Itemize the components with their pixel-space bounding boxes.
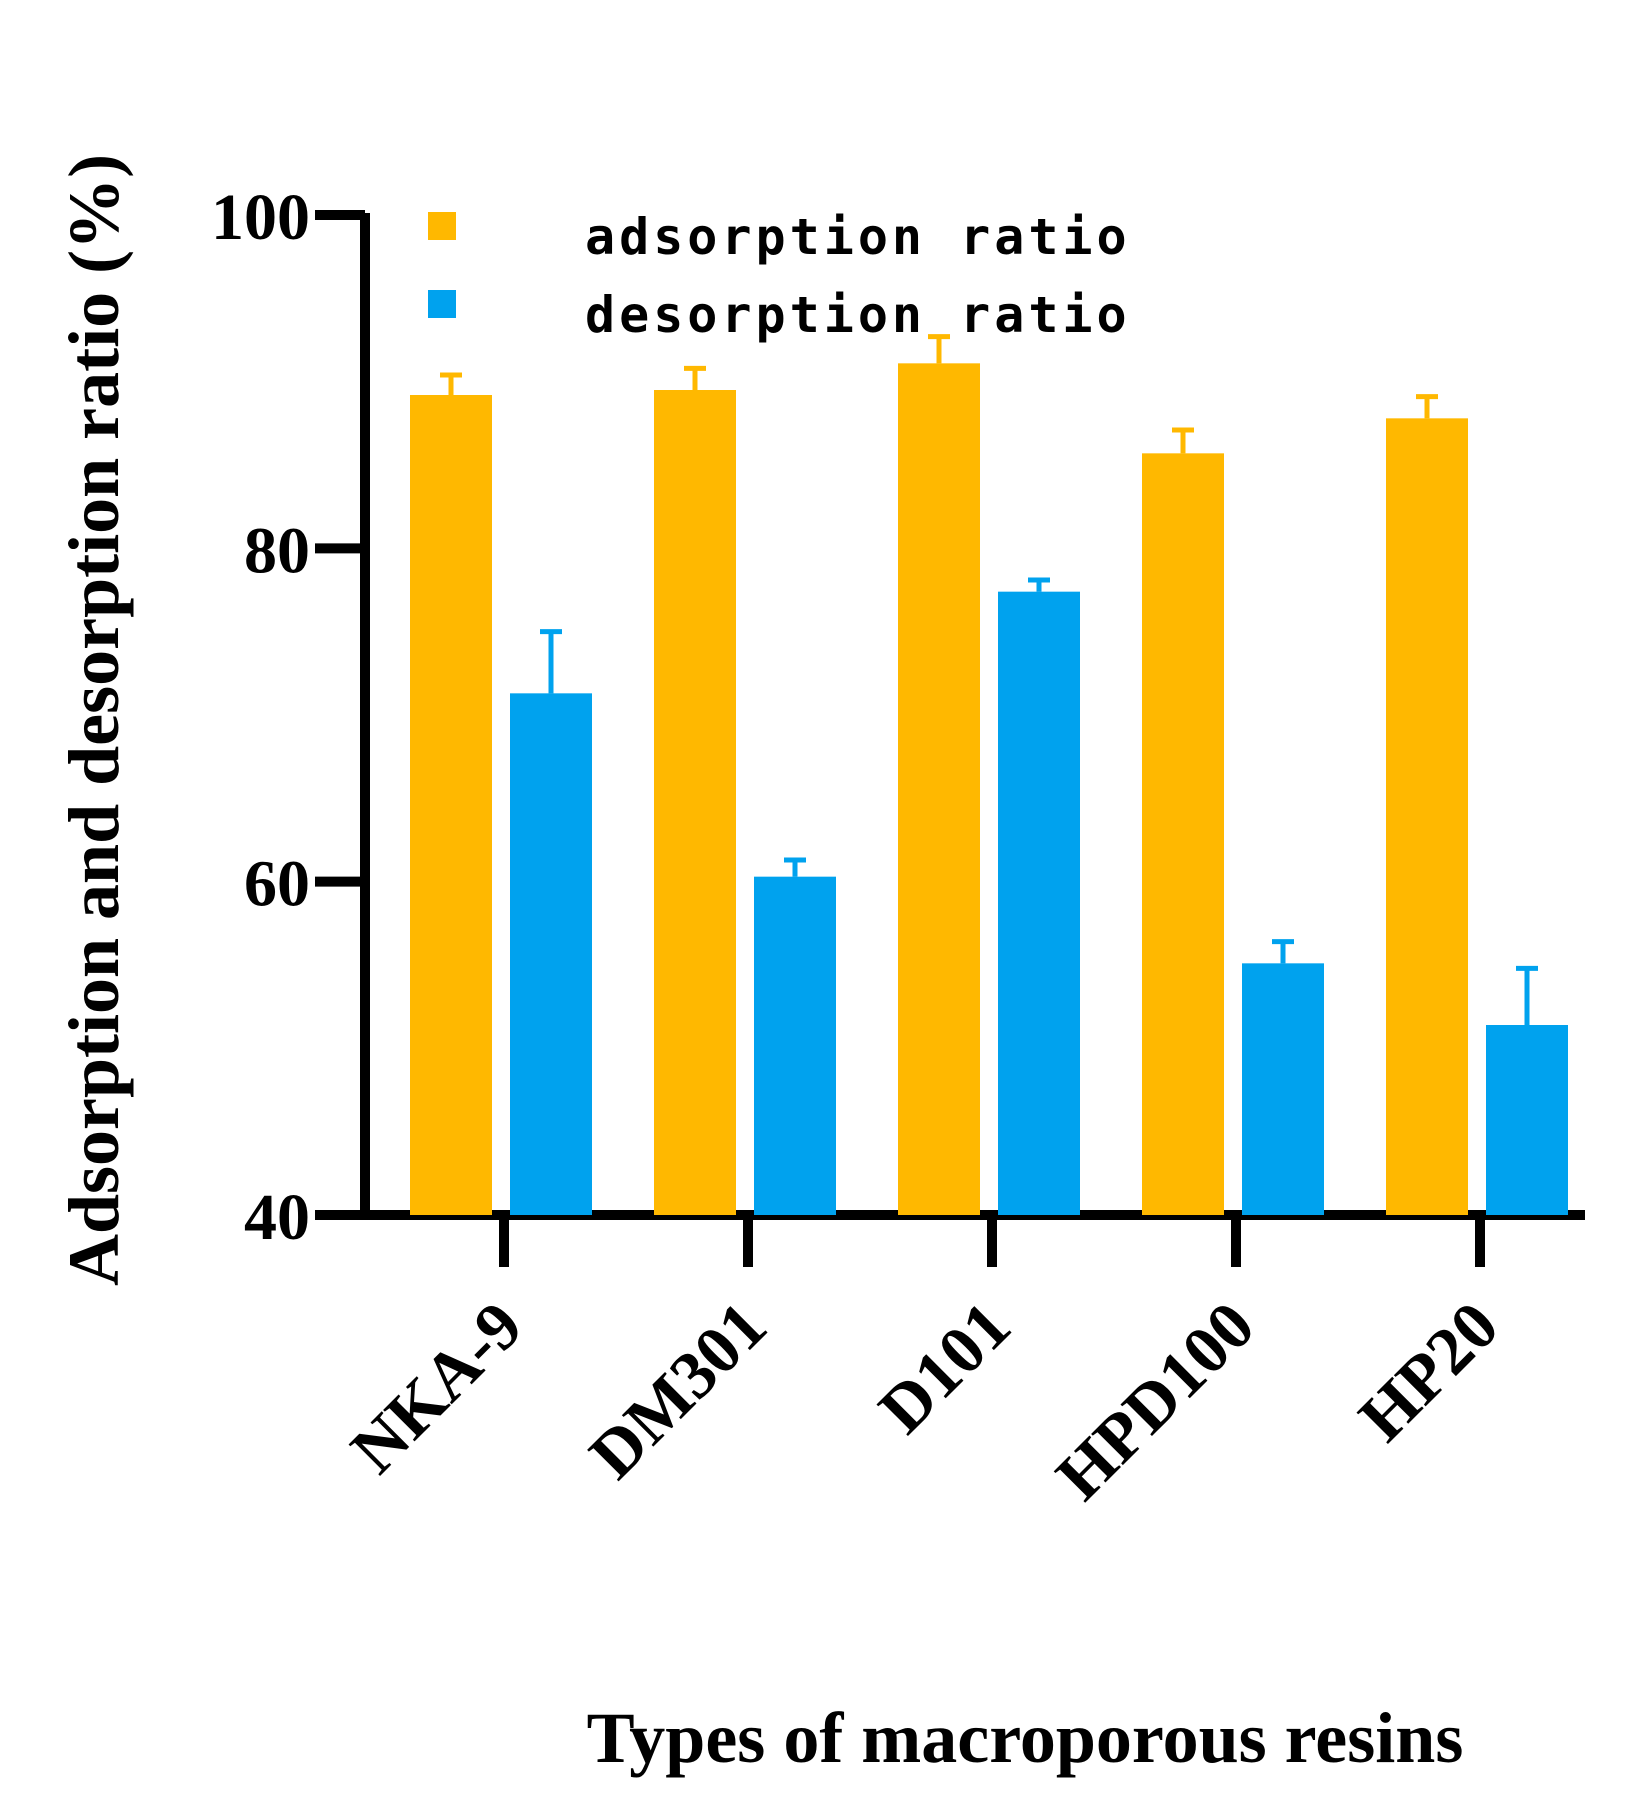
x-tick-label-d101: D101 (864, 1287, 1025, 1448)
bars (410, 363, 1568, 1215)
bar-desorption-hp20 (1486, 1025, 1568, 1215)
x-tick-label-hpd100: HPD100 (1041, 1287, 1268, 1514)
legend-label-desorption: desorption ratio (585, 286, 1131, 344)
legend-label-adsorption: adsorption ratio (585, 208, 1131, 266)
y-tick-label-60: 60 (244, 848, 310, 921)
y-tick-label-80: 80 (244, 514, 310, 587)
bar-desorption-nka-9 (510, 693, 592, 1215)
bar-desorption-d101 (998, 591, 1080, 1215)
legend: adsorption ratio desorption ratio (428, 208, 1131, 344)
x-axis-ticks: NKA-9 DM301 D101 HPD100 HP20 (336, 1215, 1513, 1514)
legend-swatch-desorption (428, 290, 456, 318)
x-tick-label-dm301: DM301 (575, 1287, 781, 1493)
y-axis-ticks: 40 60 80 100 (211, 181, 365, 1254)
bar-desorption-hpd100 (1242, 963, 1324, 1215)
bar-adsorption-nka-9 (410, 395, 492, 1215)
x-tick-label-hp20: HP20 (1344, 1287, 1513, 1456)
x-tick-label-nka-9: NKA-9 (336, 1287, 537, 1488)
error-bars (440, 334, 1538, 1025)
bar-desorption-dm301 (754, 876, 836, 1215)
bar-adsorption-hp20 (1386, 418, 1468, 1215)
bar-adsorption-dm301 (654, 390, 736, 1215)
y-tick-label-40: 40 (244, 1181, 310, 1254)
y-tick-label-100: 100 (211, 181, 310, 254)
bar-adsorption-d101 (898, 363, 980, 1215)
x-axis-title: Types of macroporous resins (587, 1698, 1464, 1778)
legend-swatch-adsorption (428, 212, 456, 240)
y-axis-title: Adsorption and desorption ratio (%) (54, 154, 134, 1286)
bar-adsorption-hpd100 (1142, 453, 1224, 1215)
